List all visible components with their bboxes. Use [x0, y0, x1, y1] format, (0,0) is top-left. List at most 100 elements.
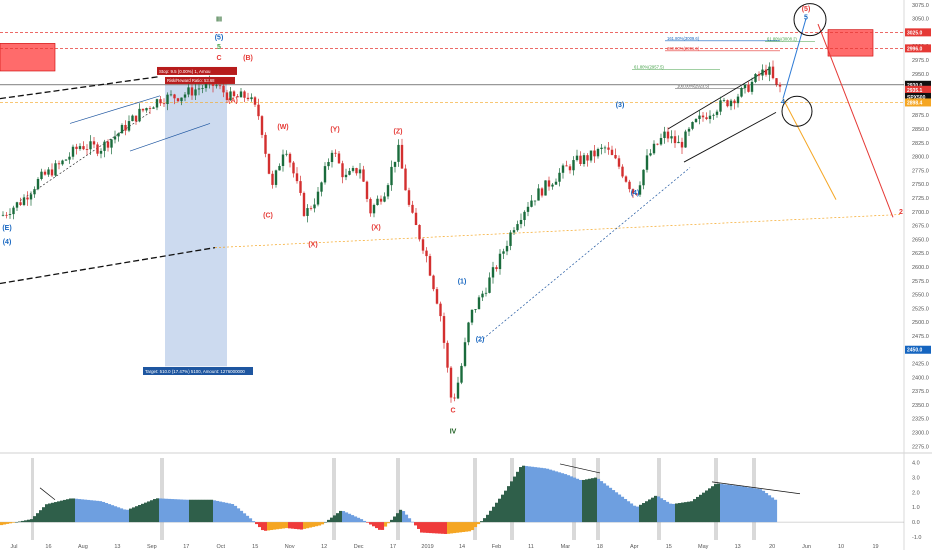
indicator-bar	[159, 498, 163, 523]
wave-label: III	[216, 16, 222, 23]
wave-label: 4	[781, 99, 785, 106]
candle-body	[509, 232, 512, 246]
candle-body	[295, 173, 299, 182]
indicator-bar	[579, 479, 583, 523]
candle-body	[288, 153, 292, 163]
candle-body	[386, 185, 390, 197]
candle-body	[141, 108, 145, 111]
indicator-band	[31, 458, 34, 540]
candle-body	[589, 150, 593, 161]
candle-body	[663, 131, 666, 139]
ratio-label: Risk/Reward Ratio: 53.68	[167, 78, 215, 83]
candle-body	[78, 146, 82, 149]
candle-body	[593, 150, 596, 157]
candle-body	[565, 165, 568, 167]
candle-body	[355, 168, 358, 174]
candle-body	[579, 155, 582, 164]
candle-body	[176, 98, 180, 102]
price-badge: 2935.1	[907, 88, 923, 94]
candle-body	[512, 230, 516, 233]
indicator-bar	[546, 468, 550, 523]
indicator-bar	[741, 486, 745, 523]
indicator-bar	[675, 503, 679, 523]
indicator-bar	[21, 520, 25, 523]
candle-body	[712, 114, 715, 116]
indicator-bar	[153, 499, 157, 523]
indicator-bar	[690, 501, 694, 523]
time-tick-label: 18	[597, 544, 603, 550]
indicator-bar	[534, 467, 538, 523]
indicator-bar	[318, 522, 322, 526]
candle-body	[519, 219, 523, 225]
indicator-bar	[525, 466, 529, 523]
indicator-bar	[492, 506, 496, 523]
indicator-bar	[549, 469, 553, 523]
candle-body	[586, 155, 589, 161]
indicator-bar	[531, 466, 535, 523]
price-tick-label: 2700.0	[912, 210, 929, 216]
candle-body	[768, 66, 771, 75]
indicator-bar	[450, 522, 454, 534]
indicator-bar	[414, 522, 418, 526]
wave-label: C	[450, 408, 455, 415]
candle-body	[22, 197, 26, 205]
indicator-bar	[258, 522, 262, 528]
candle-body	[120, 124, 124, 134]
indicator-bar	[372, 522, 376, 527]
stop-label: Stop: 9.5 (0.00%) 1, Amou	[159, 69, 211, 74]
price-tick-label: 2375.0	[912, 389, 929, 395]
candle-body	[526, 206, 530, 212]
price-tick-label: 2475.0	[912, 334, 929, 340]
indicator-bar	[600, 481, 604, 523]
indicator-bar	[753, 488, 757, 523]
indicator-bar	[648, 499, 652, 523]
indicator-bar	[759, 489, 763, 523]
candle-body	[162, 103, 166, 105]
indicator-bar	[357, 517, 361, 523]
indicator-bar	[720, 483, 724, 523]
indicator-bar	[6, 522, 10, 524]
indicator-bar	[672, 503, 676, 523]
indicator-bar	[597, 478, 601, 523]
candle-body	[327, 162, 330, 167]
target-circle-low	[781, 95, 813, 127]
price-tick-label: 2625.0	[912, 251, 929, 257]
indicator-bar	[756, 488, 760, 523]
indicator-bar	[336, 513, 340, 523]
time-tick-label: Oct	[216, 544, 225, 550]
indicator-bar	[420, 522, 424, 533]
wave-label: C	[216, 55, 221, 62]
divergence-line-3	[711, 481, 801, 495]
candle-body	[775, 78, 778, 85]
indicator-bar	[177, 499, 181, 523]
indicator-bar	[480, 521, 484, 523]
indicator-tick-label: -1.0	[912, 535, 921, 541]
indicator-bar	[630, 503, 634, 523]
candle-body	[257, 104, 260, 117]
candle-body	[299, 181, 302, 193]
price-tick-label: 2725.0	[912, 196, 929, 202]
candle-body	[747, 84, 750, 92]
price-tick-label: 2775.0	[912, 168, 929, 174]
channel-blue-lower	[129, 123, 211, 152]
indicator-bar	[486, 514, 490, 523]
indicator-bar	[375, 522, 379, 529]
indicator-bar	[456, 522, 460, 533]
indicator-bar	[309, 522, 313, 528]
candle-body	[530, 200, 533, 207]
indicator-bar	[687, 501, 691, 523]
indicator-bar	[402, 511, 406, 523]
indicator-bar	[174, 499, 178, 523]
time-tick-label: Nov	[285, 544, 295, 550]
candle-body	[197, 88, 201, 90]
wave-label: IV	[450, 429, 457, 436]
indicator-bar	[570, 476, 574, 523]
wave-label: (A)	[228, 97, 238, 104]
price-badge-bg	[905, 80, 931, 89]
candle-body	[232, 91, 236, 97]
indicator-bar	[771, 497, 775, 523]
wave-label: (1)	[458, 279, 467, 286]
price-badge-bg	[905, 28, 931, 37]
candle-body	[309, 208, 313, 209]
